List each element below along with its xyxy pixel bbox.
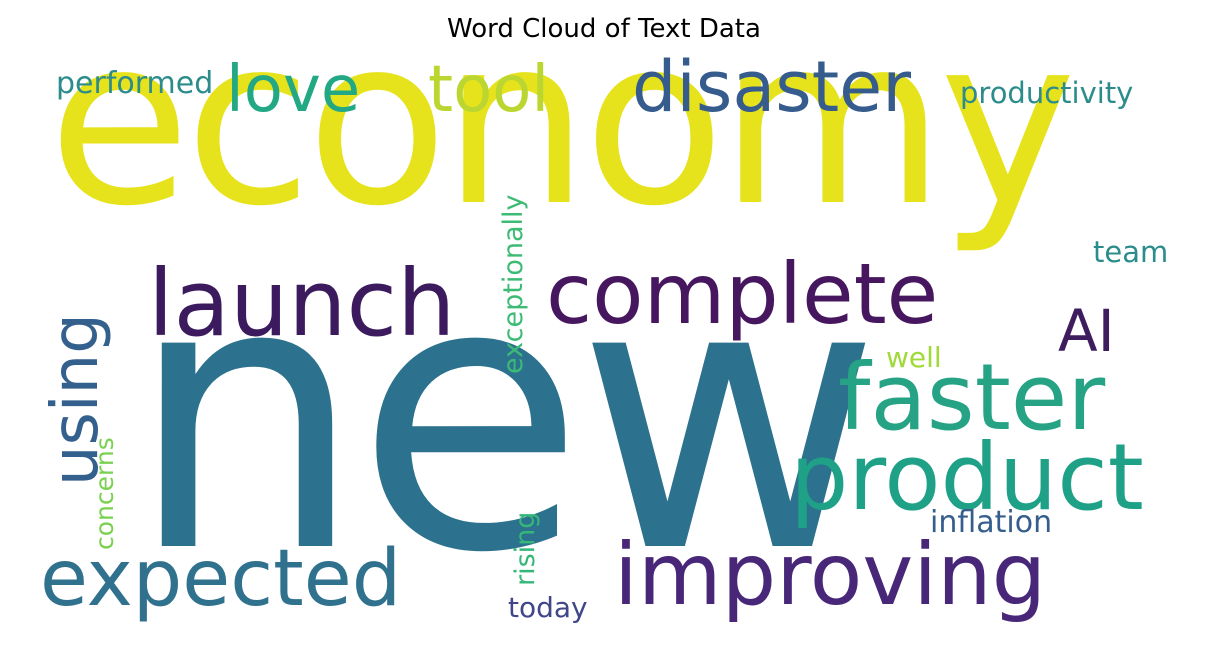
word-today: today xyxy=(508,591,588,624)
word-new: new xyxy=(128,201,881,634)
word-expected: expected xyxy=(40,534,402,624)
word-improving: improving xyxy=(614,525,1047,625)
word-disaster: disaster xyxy=(632,46,912,128)
chart-title: Word Cloud of Text Data xyxy=(447,14,761,44)
word-concerns: concerns xyxy=(90,437,119,550)
word-rising: rising xyxy=(510,511,541,586)
word-product: product xyxy=(790,424,1144,531)
word-love: love xyxy=(226,53,361,127)
word-faster: faster xyxy=(838,344,1106,451)
word-well: well xyxy=(886,341,942,374)
word-launch: launch xyxy=(148,250,456,357)
word-performed: performed xyxy=(56,66,214,101)
word-productivity: productivity xyxy=(960,76,1134,110)
word-economy: economy xyxy=(48,0,1077,257)
word-ai: AI xyxy=(1058,297,1115,365)
word-team: team xyxy=(1093,235,1169,269)
word-complete: complete xyxy=(546,245,939,343)
word-exceptionally: exceptionally xyxy=(498,194,529,374)
word-tool: tool xyxy=(428,53,550,127)
word-inflation: inflation xyxy=(930,505,1053,540)
